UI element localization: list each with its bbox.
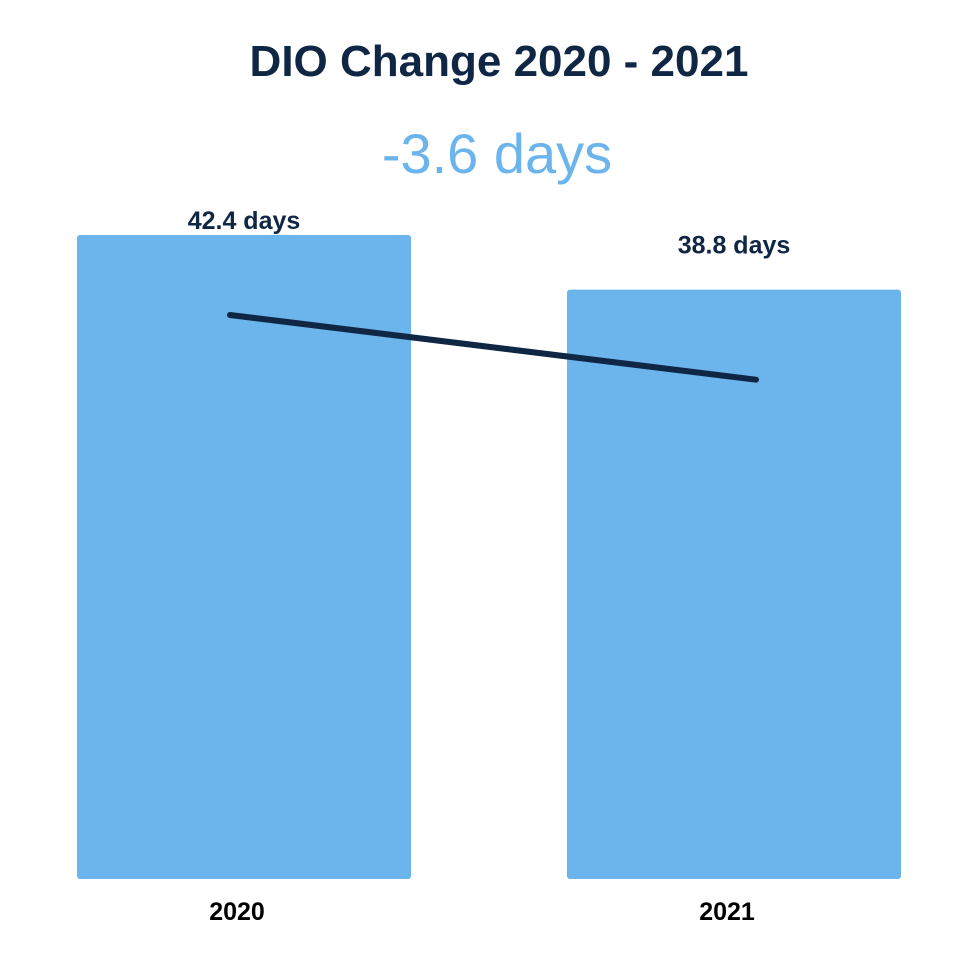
x-tick-label-2021: 2021 (699, 898, 755, 926)
bar-2020 (77, 235, 411, 879)
labels-layer: 42.4 days 38.8 days (188, 207, 791, 260)
bar-2021 (567, 289, 901, 879)
trend-layer (227, 312, 759, 383)
bars-layer (77, 235, 901, 879)
x-tick-label-2020: 2020 (209, 898, 265, 926)
data-label-2020: 42.4 days (188, 207, 301, 235)
trend-line (227, 312, 759, 383)
chart-subtitle: -3.6 days (382, 122, 612, 185)
ticks-layer: 2020 2021 (209, 898, 755, 926)
data-label-2021: 38.8 days (678, 232, 791, 260)
chart-title: DIO Change 2020 - 2021 (250, 37, 749, 86)
